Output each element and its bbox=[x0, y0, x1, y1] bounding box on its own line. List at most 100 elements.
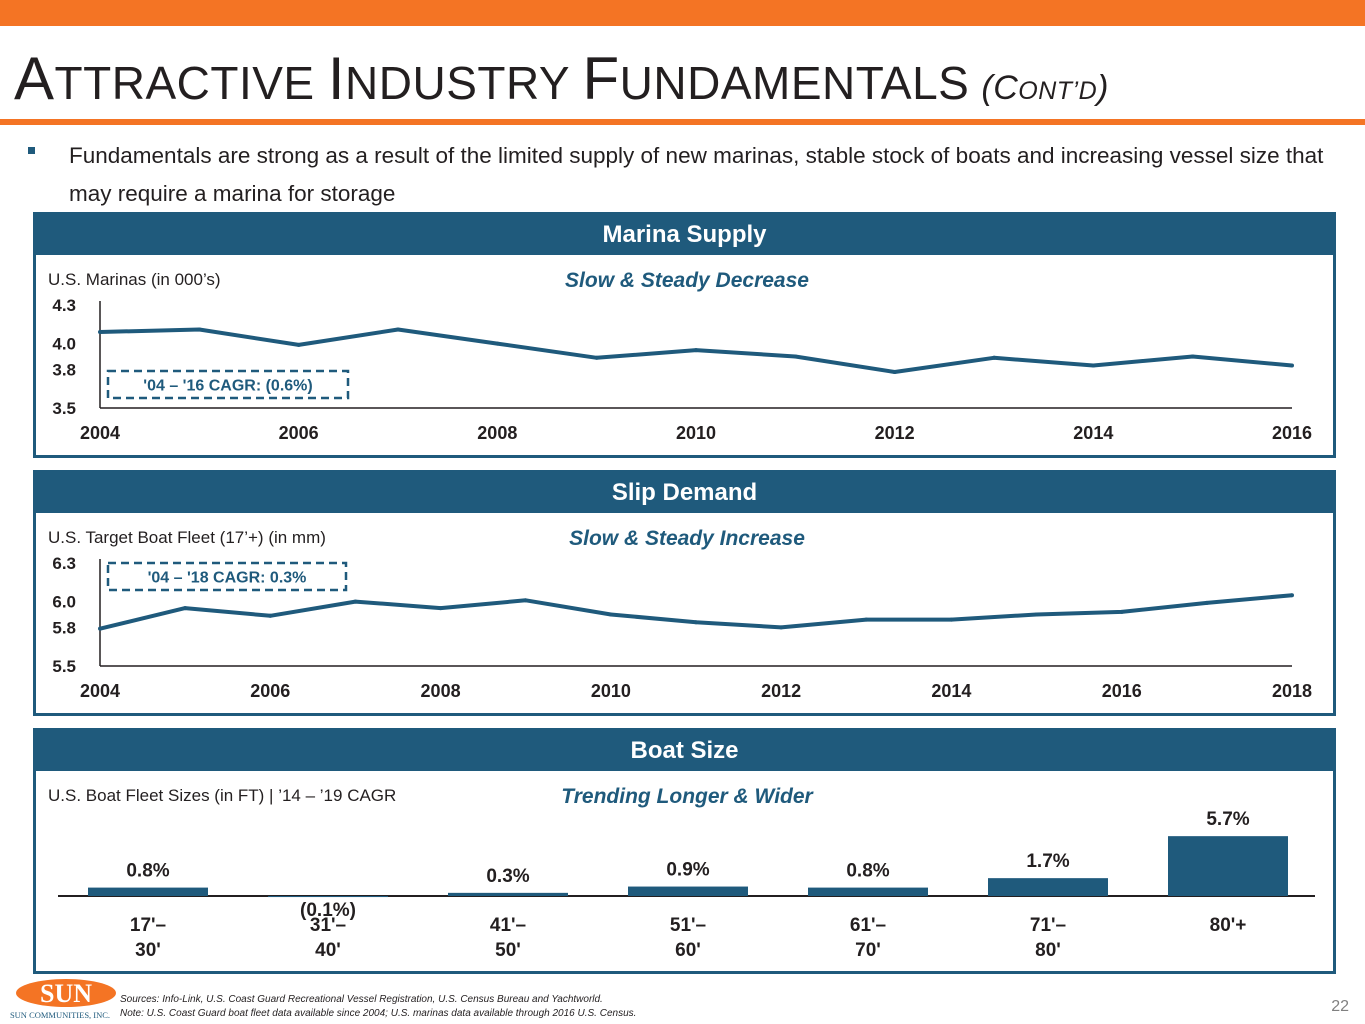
slip-data-point bbox=[1034, 612, 1039, 617]
boat-bar-value-label: 5.7% bbox=[1206, 809, 1249, 830]
title-segment: TTRACTIVE bbox=[54, 57, 328, 109]
slip-x-tick-label: 2016 bbox=[1102, 681, 1142, 701]
boat-category-label: 30' bbox=[135, 940, 161, 961]
boat-bar-value-label: 0.3% bbox=[486, 866, 529, 887]
note-footnote: Note: U.S. Coast Guard boat fleet data a… bbox=[120, 1008, 637, 1019]
marina-data-point bbox=[98, 330, 102, 335]
slip-demand-chart: 5.5 5.8 6.0 6.3 2004 2006 2008 2010 2012 2014 2016… bbox=[52, 554, 1312, 701]
marina-y-tick-label: 3.5 bbox=[52, 399, 76, 418]
sun-communities-logo: SUN SUN COMMUNITIES, INC. bbox=[10, 979, 116, 1020]
logo-company-name: SUN COMMUNITIES, INC. bbox=[10, 1010, 110, 1020]
page-title: ATTRACTIVE INDUSTRY FUNDAMENTALS (CONT’D) bbox=[14, 44, 1109, 113]
boat-category-label: 60' bbox=[675, 940, 701, 961]
marina-data-point bbox=[594, 355, 599, 360]
boat-bar bbox=[628, 886, 748, 896]
boat-size-chart: 0.8% 17'– 30' (0.1%)31'– 40' 0.3% 41'– 50' 0.9% 5… bbox=[58, 809, 1315, 961]
title-segment: F bbox=[582, 45, 620, 112]
marina-x-tick-label: 2010 bbox=[676, 423, 716, 443]
marina-data-point bbox=[892, 369, 897, 374]
boat-bar bbox=[988, 878, 1108, 896]
boat-bar-value-label: 1.7% bbox=[1026, 851, 1069, 872]
slip-cagr-box bbox=[106, 561, 348, 592]
slip-tagline: Slow & Steady Increase bbox=[569, 527, 805, 550]
marina-data-point bbox=[793, 354, 798, 359]
slip-demand-panel: Slip Demand U.S. Target Boat Fleet (17’+… bbox=[33, 470, 1336, 716]
title-segment: ) bbox=[1097, 69, 1109, 107]
slip-x-tick-label: 2006 bbox=[250, 681, 290, 701]
marina-data-point bbox=[396, 327, 400, 332]
marina-cagr-box bbox=[106, 369, 350, 400]
boat-chart-subtitle: U.S. Boat Fleet Sizes (in FT) | ’14 – ’1… bbox=[48, 786, 397, 805]
boat-bar-value-label: 0.9% bbox=[666, 860, 709, 881]
marina-x-tick-label: 2006 bbox=[279, 423, 319, 443]
boat-category-label: 70' bbox=[855, 940, 881, 961]
marina-y-tick-label: 4.0 bbox=[52, 335, 76, 354]
title-segment: I bbox=[327, 45, 346, 112]
marina-data-point bbox=[992, 355, 996, 360]
marina-data-point bbox=[1091, 363, 1096, 368]
marina-y-tick-label: 3.8 bbox=[52, 360, 76, 379]
boat-bar bbox=[88, 887, 208, 896]
slip-y-tick-label: 6.3 bbox=[52, 554, 76, 573]
slip-cagr-label: '04 – '18 CAGR: 0.3% bbox=[148, 570, 307, 587]
slip-data-point bbox=[438, 606, 443, 611]
slip-x-tick-label: 2010 bbox=[591, 681, 631, 701]
boat-bar-value-label: 0.8% bbox=[846, 861, 889, 882]
title-segment: ONT’D bbox=[1018, 77, 1098, 105]
slip-x-tick-label: 2004 bbox=[80, 681, 120, 701]
boat-category-label: 71'– bbox=[1030, 915, 1066, 936]
marina-tagline: Slow & Steady Decrease bbox=[565, 269, 809, 292]
marina-supply-panel: Marina Supply U.S. Marinas (in 000’s) Sl… bbox=[33, 212, 1336, 458]
slip-data-point bbox=[949, 617, 954, 622]
slip-y-tick-label: 5.8 bbox=[52, 618, 76, 637]
marina-y-tick-label: 4.3 bbox=[52, 296, 76, 315]
boat-category-label: 41'– bbox=[490, 915, 526, 936]
boat-category-label: 61'– bbox=[850, 915, 886, 936]
boat-size-header: Boat Size bbox=[36, 731, 1333, 771]
top-accent-bar bbox=[0, 0, 1365, 26]
slip-x-tick-label: 2012 bbox=[761, 681, 801, 701]
slip-data-point bbox=[98, 626, 102, 631]
marina-x-tick-label: 2014 bbox=[1073, 423, 1113, 443]
boat-bar-value-label: 0.8% bbox=[126, 861, 169, 882]
slip-data-point bbox=[353, 599, 358, 604]
boat-category-label: 17'– bbox=[130, 915, 166, 936]
title-segment: A bbox=[14, 45, 55, 112]
boat-category-label: 40' bbox=[315, 940, 341, 961]
sources-footnote: Sources: Info-Link, U.S. Coast Guard Rec… bbox=[120, 994, 603, 1005]
marina-x-tick-label: 2008 bbox=[477, 423, 517, 443]
boat-bar bbox=[808, 887, 928, 896]
marina-data-point bbox=[694, 348, 698, 353]
slip-y-tick-label: 5.5 bbox=[52, 657, 76, 676]
page-title-main: ATTRACTIVE INDUSTRY FUNDAMENTALS bbox=[14, 45, 969, 112]
boat-category-label: 80' bbox=[1035, 940, 1061, 961]
title-segment: (C bbox=[981, 69, 1019, 107]
slip-x-tick-label: 2014 bbox=[931, 681, 971, 701]
slip-data-point bbox=[1204, 600, 1209, 605]
slip-data-point bbox=[1290, 593, 1294, 598]
logo-wordmark: SUN bbox=[40, 979, 92, 1008]
marina-data-point bbox=[296, 342, 301, 347]
boat-category-label: 51'– bbox=[670, 915, 706, 936]
boat-bar bbox=[268, 896, 388, 898]
boat-category-label: 50' bbox=[495, 940, 521, 961]
boat-tagline: Trending Longer & Wider bbox=[561, 785, 813, 808]
boat-size-panel: Boat Size U.S. Boat Fleet Sizes (in FT) … bbox=[33, 728, 1336, 974]
marina-x-tick-label: 2012 bbox=[875, 423, 915, 443]
marina-x-tick-label: 2004 bbox=[80, 423, 120, 443]
slip-x-tick-label: 2018 bbox=[1272, 681, 1312, 701]
slip-chart-subtitle: U.S. Target Boat Fleet (17’+) (in mm) bbox=[48, 528, 326, 547]
bullet-text: Fundamentals are strong as a result of t… bbox=[69, 143, 1324, 206]
boat-category-label: 31'– bbox=[310, 915, 346, 936]
bullet-icon bbox=[28, 147, 35, 154]
boat-bar bbox=[1168, 836, 1288, 896]
page-number: 22 bbox=[1331, 998, 1349, 1015]
slip-data-point bbox=[268, 613, 273, 618]
title-segment: NDUSTRY bbox=[345, 57, 583, 109]
marina-data-point bbox=[1190, 354, 1195, 359]
slip-x-tick-label: 2008 bbox=[421, 681, 461, 701]
slip-data-point bbox=[864, 617, 869, 622]
marina-x-tick-label: 2016 bbox=[1272, 423, 1312, 443]
title-segment: UNDAMENTALS bbox=[619, 57, 970, 109]
slip-demand-header: Slip Demand bbox=[36, 473, 1333, 513]
